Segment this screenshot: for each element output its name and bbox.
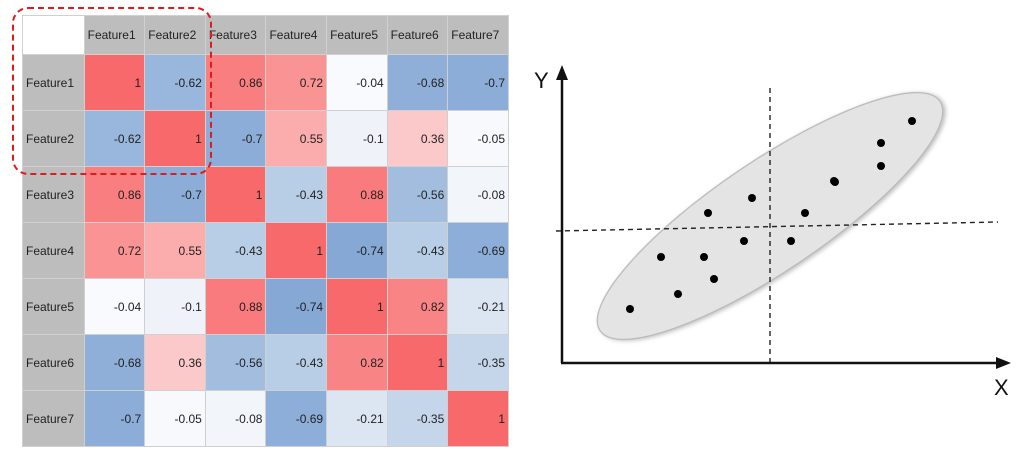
correlation-cell: -0.43: [204, 222, 267, 279]
data-point: [710, 275, 718, 283]
correlation-cell: -0.7: [83, 390, 146, 447]
correlation-cell: 1: [83, 54, 146, 111]
correlation-cell: -0.7: [204, 110, 267, 167]
correlation-cell: 0.82: [326, 334, 388, 391]
correlation-cell: 1: [386, 334, 449, 391]
correlation-cell: -0.1: [326, 110, 388, 167]
correlation-cell: -0.56: [204, 334, 267, 391]
correlation-cell: -0.1: [144, 278, 206, 335]
table-row: Feature5 -0.04 -0.1 0.88 -0.74 1 0.82 -0.21: [22, 278, 509, 335]
correlation-cell: 1: [265, 222, 328, 279]
y-axis-label: Y: [534, 68, 549, 93]
correlation-cell: 1: [326, 278, 388, 335]
table-row: Feature3 0.86 -0.7 1 -0.43 0.88 -0.56 -0.08: [22, 166, 509, 223]
header-row: Feature1 Feature2 Feature3 Feature4 Feature5…: [22, 15, 509, 55]
correlation-cell: -0.69: [447, 222, 509, 279]
correlation-cell: -0.04: [83, 278, 146, 335]
row-header: Feature6: [22, 334, 85, 391]
data-points: [626, 117, 916, 313]
x-axis-label: X: [994, 375, 1009, 400]
correlation-cell: 0.86: [204, 54, 267, 111]
correlation-cell: -0.35: [386, 390, 449, 447]
correlation-cell: -0.35: [447, 334, 509, 391]
column-header: Feature1: [83, 15, 146, 55]
correlation-cell: 0.55: [265, 110, 328, 167]
correlation-cell: -0.69: [265, 390, 328, 447]
correlation-matrix: Feature1 Feature2 Feature3 Feature4 Feature5…: [22, 15, 510, 447]
data-point: [787, 237, 795, 245]
table-row: Feature7 -0.7 -0.05 -0.08 -0.69 -0.21 -0.35 1: [22, 390, 509, 447]
correlation-cell: -0.74: [326, 222, 388, 279]
correlation-table: Feature1 Feature2 Feature3 Feature4 Feature5…: [22, 15, 509, 447]
corner-cell: [22, 15, 85, 55]
row-header: Feature5: [22, 278, 85, 335]
data-point: [830, 177, 838, 185]
horizontal-dashed-line: [555, 221, 999, 232]
data-point: [626, 305, 634, 313]
correlation-cell: -0.56: [386, 166, 449, 223]
correlation-cell: 0.72: [83, 222, 146, 279]
table-row: Feature2 -0.62 1 -0.7 0.55 -0.1 0.36 -0.05: [22, 110, 509, 167]
x-axis-arrow: [996, 357, 1011, 369]
correlation-cell: 0.88: [204, 278, 267, 335]
data-point: [740, 237, 748, 245]
column-header: Feature4: [265, 15, 328, 55]
correlation-cell: -0.08: [204, 390, 267, 447]
column-header: Feature3: [204, 15, 267, 55]
row-header: Feature1: [22, 54, 85, 111]
correlation-cell: -0.43: [265, 166, 328, 223]
correlation-cell: -0.62: [83, 110, 146, 167]
column-header: Feature2: [144, 15, 206, 55]
row-header: Feature3: [22, 166, 85, 223]
table-row: Feature1 1 -0.62 0.86 0.72 -0.04 -0.68 -0.7: [22, 54, 509, 111]
row-header: Feature7: [22, 390, 85, 447]
row-header: Feature4: [22, 222, 85, 279]
data-point: [748, 194, 756, 202]
correlation-cell: -0.7: [144, 166, 206, 223]
correlation-cell: -0.68: [83, 334, 146, 391]
correlation-cell: -0.04: [326, 54, 388, 111]
correlation-cell: -0.74: [265, 278, 328, 335]
correlation-cell: 0.55: [144, 222, 206, 279]
correlation-cell: -0.68: [386, 54, 449, 111]
data-point: [801, 209, 809, 217]
correlation-cell: -0.43: [386, 222, 449, 279]
data-point: [877, 162, 885, 170]
correlation-cell: -0.21: [447, 278, 509, 335]
data-point: [908, 117, 916, 125]
table-row: Feature4 0.72 0.55 -0.43 1 -0.74 -0.43 -0.69: [22, 222, 509, 279]
scatter-diagram: Y X: [534, 65, 1011, 400]
correlation-cell: 0.72: [265, 54, 328, 111]
data-point: [704, 209, 712, 217]
correlation-cell: 1: [447, 390, 509, 447]
data-point: [657, 253, 665, 261]
correlation-cell: 0.88: [326, 166, 388, 223]
correlation-cell: 0.86: [83, 166, 146, 223]
data-point: [700, 253, 708, 261]
data-point: [674, 290, 682, 298]
correlation-cell: -0.05: [447, 110, 509, 167]
correlation-cell: -0.62: [144, 54, 206, 111]
correlation-cell: -0.21: [326, 390, 388, 447]
correlation-cell: -0.7: [447, 54, 509, 111]
row-header: Feature2: [22, 110, 85, 167]
correlation-cell: 1: [204, 166, 267, 223]
correlation-cell: 1: [144, 110, 206, 167]
correlation-cell: -0.43: [265, 334, 328, 391]
column-header: Feature5: [326, 15, 388, 55]
correlation-cell: -0.05: [144, 390, 206, 447]
y-axis-arrow: [556, 65, 568, 80]
column-header: Feature6: [386, 15, 449, 55]
table-row: Feature6 -0.68 0.36 -0.56 -0.43 0.82 1 -0.35: [22, 334, 509, 391]
column-header: Feature7: [447, 15, 509, 55]
data-point: [877, 139, 885, 147]
correlation-cell: 0.82: [386, 278, 449, 335]
correlation-cell: 0.36: [144, 334, 206, 391]
correlation-cell: -0.08: [447, 166, 509, 223]
correlation-cell: 0.36: [386, 110, 449, 167]
